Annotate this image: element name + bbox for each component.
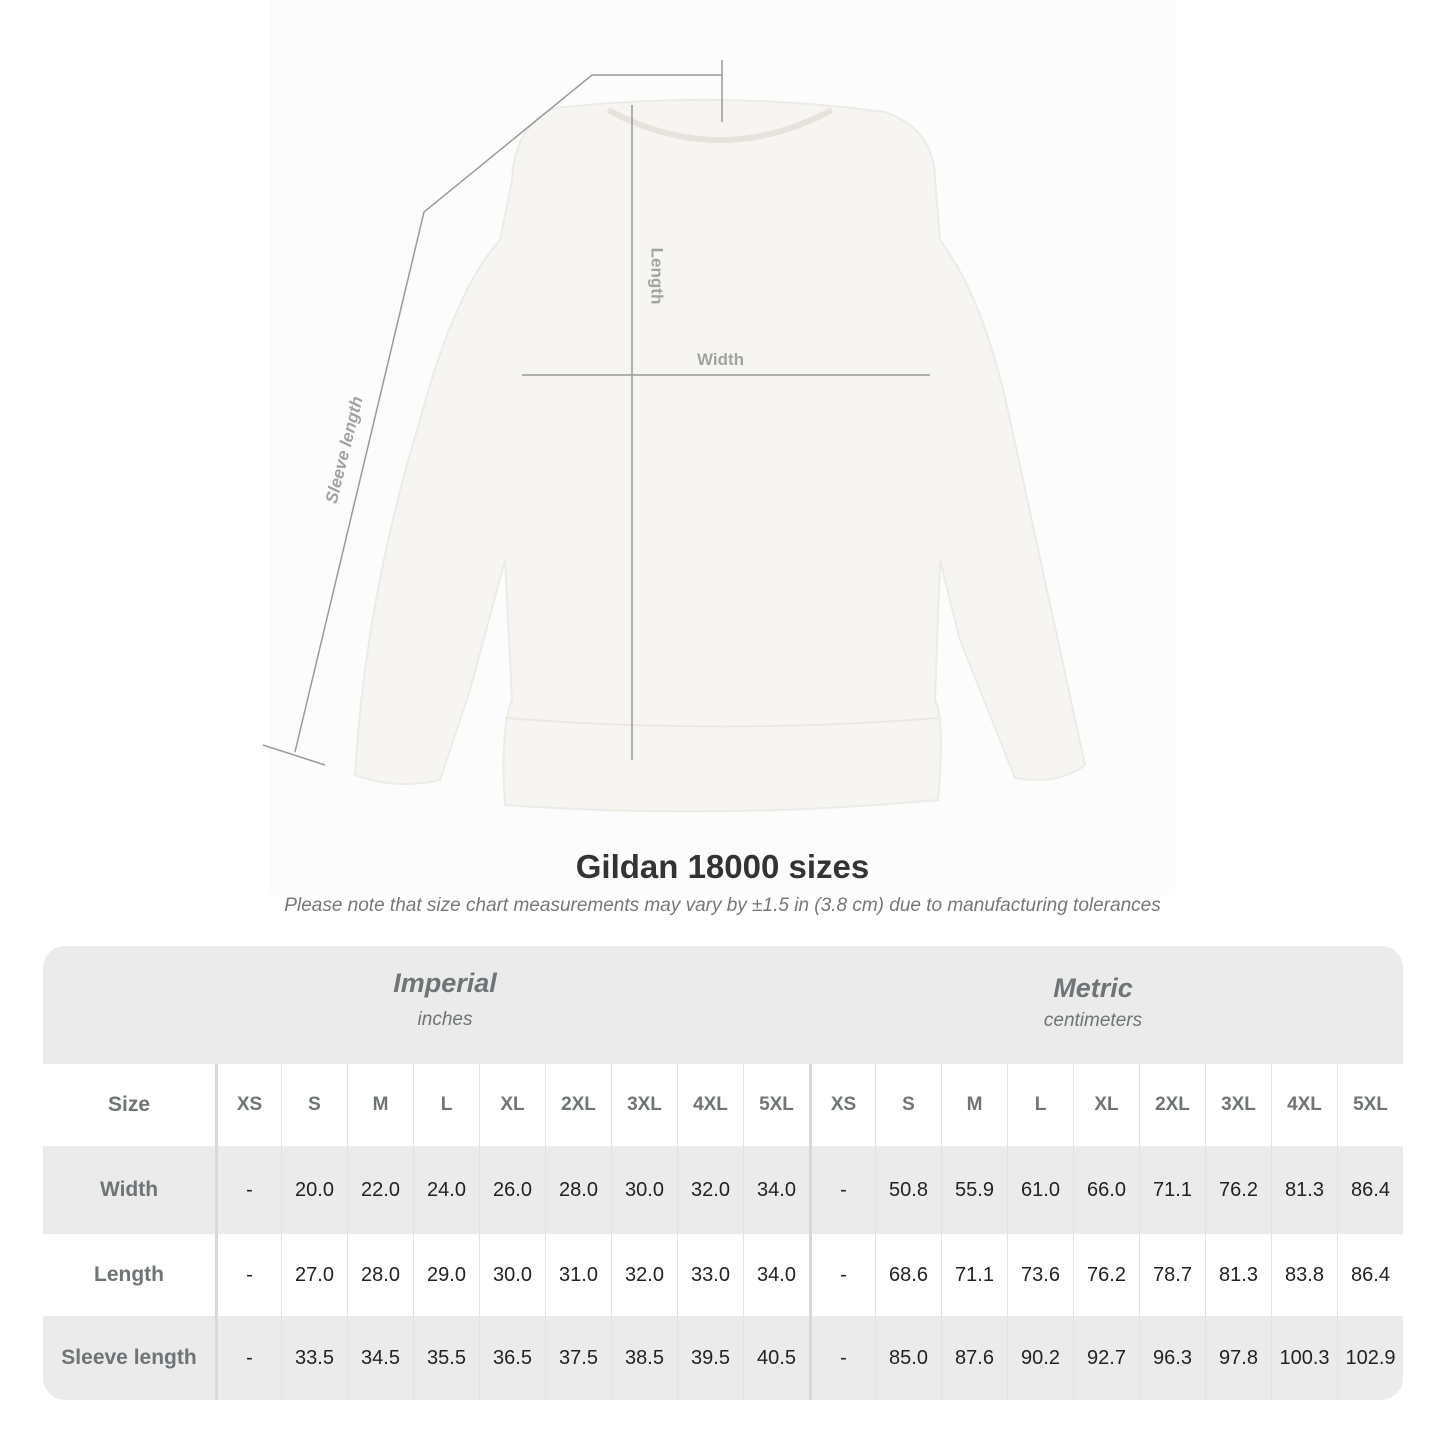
metric-value-5XL: 86.4 <box>1337 1146 1403 1234</box>
metric-value-XL: 92.7 <box>1073 1316 1139 1400</box>
metric-value-XS: - <box>809 1146 875 1234</box>
metric-value-XS: - <box>809 1316 875 1400</box>
metric-value-2XL: 71.1 <box>1139 1146 1205 1234</box>
imperial-value-4XL: 39.5 <box>677 1316 743 1400</box>
imperial-value-5XL: 40.5 <box>743 1316 809 1400</box>
metric-value-XL: 66.0 <box>1073 1146 1139 1234</box>
imperial-value-M: 22.0 <box>347 1146 413 1234</box>
size-imperial-2XL: 2XL <box>545 1064 611 1146</box>
size-metric-5XL: 5XL <box>1337 1064 1403 1146</box>
size-imperial-S: S <box>281 1064 347 1146</box>
metric-unit: centimeters <box>1043 1010 1143 1031</box>
size-metric-XS: XS <box>809 1064 875 1146</box>
imperial-value-L: 35.5 <box>413 1316 479 1400</box>
size-imperial-XS: XS <box>215 1064 281 1146</box>
metric-value-4XL: 100.3 <box>1271 1316 1337 1400</box>
imperial-value-M: 28.0 <box>347 1234 413 1316</box>
size-metric-2XL: 2XL <box>1139 1064 1205 1146</box>
table-row-length: Length -27.0 28.0 29.0 30.0 31.0 32.0 33.0 34.0-… <box>43 1234 1403 1316</box>
imperial-value-3XL: 38.5 <box>611 1316 677 1400</box>
imperial-value-XL: 36.5 <box>479 1316 545 1400</box>
sweatshirt-diagram <box>262 60 1087 813</box>
imperial-value-XL: 26.0 <box>479 1146 545 1234</box>
tolerance-note: Please note that size chart measurements… <box>284 895 1161 916</box>
metric-value-M: 71.1 <box>941 1234 1007 1316</box>
size-metric-L: L <box>1007 1064 1073 1146</box>
table-row-width: Width -20.0 22.0 24.0 26.0 28.0 30.0 32.0 34.0-5… <box>43 1146 1403 1234</box>
metric-value-L: 61.0 <box>1007 1146 1073 1234</box>
imperial-value-3XL: 30.0 <box>611 1146 677 1234</box>
size-metric-M: M <box>941 1064 1007 1146</box>
size-imperial-XL: XL <box>479 1064 545 1146</box>
imperial-value-2XL: 28.0 <box>545 1146 611 1234</box>
metric-value-L: 90.2 <box>1007 1316 1073 1400</box>
imperial-value-2XL: 37.5 <box>545 1316 611 1400</box>
row-label: Width <box>99 1178 159 1201</box>
metric-title: Metric <box>1053 973 1133 1003</box>
imperial-value-XS: - <box>215 1234 281 1316</box>
size-metric-4XL: 4XL <box>1271 1064 1337 1146</box>
row-label: Length <box>94 1263 164 1286</box>
metric-value-3XL: 81.3 <box>1205 1234 1271 1316</box>
imperial-value-4XL: 33.0 <box>677 1234 743 1316</box>
imperial-value-XS: - <box>215 1146 281 1234</box>
size-imperial-3XL: 3XL <box>611 1064 677 1146</box>
imperial-value-M: 34.5 <box>347 1316 413 1400</box>
metric-value-2XL: 96.3 <box>1139 1316 1205 1400</box>
metric-value-4XL: 81.3 <box>1271 1146 1337 1234</box>
metric-value-XL: 76.2 <box>1073 1234 1139 1316</box>
metric-value-S: 68.6 <box>875 1234 941 1316</box>
imperial-value-4XL: 32.0 <box>677 1146 743 1234</box>
imperial-value-L: 24.0 <box>413 1146 479 1234</box>
size-metric-3XL: 3XL <box>1205 1064 1271 1146</box>
imperial-value-S: 20.0 <box>281 1146 347 1234</box>
metric-value-M: 55.9 <box>941 1146 1007 1234</box>
width-label: Width <box>697 350 745 369</box>
imperial-value-S: 33.5 <box>281 1316 347 1400</box>
size-header-row: Size XS S M L XL 2XL 3XL 4XL 5XL XS S M L XL 2XL 3XL 4XL 5… <box>43 1064 1403 1146</box>
size-metric-XL: XL <box>1073 1064 1139 1146</box>
page-title: Gildan 18000 sizes <box>575 848 870 885</box>
sweatshirt-illustration <box>353 98 1087 813</box>
metric-value-L: 73.6 <box>1007 1234 1073 1316</box>
metric-value-S: 85.0 <box>875 1316 941 1400</box>
metric-value-4XL: 83.8 <box>1271 1234 1337 1316</box>
imperial-value-L: 29.0 <box>413 1234 479 1316</box>
size-imperial-M: M <box>347 1064 413 1146</box>
imperial-value-2XL: 31.0 <box>545 1234 611 1316</box>
size-metric-S: S <box>875 1064 941 1146</box>
imperial-value-XS: - <box>215 1316 281 1400</box>
length-label: Length <box>647 247 667 305</box>
imperial-value-XL: 30.0 <box>479 1234 545 1316</box>
imperial-value-3XL: 32.0 <box>611 1234 677 1316</box>
size-imperial-5XL: 5XL <box>743 1064 809 1146</box>
metric-value-5XL: 86.4 <box>1337 1234 1403 1316</box>
imperial-value-5XL: 34.0 <box>743 1146 809 1234</box>
size-imperial-4XL: 4XL <box>677 1064 743 1146</box>
imperial-unit: inches <box>417 1009 473 1030</box>
measurement-lines <box>262 60 930 766</box>
metric-header: Metric centimeters <box>868 973 1318 1032</box>
imperial-title: Imperial <box>393 968 497 998</box>
metric-value-5XL: 102.9 <box>1337 1316 1403 1400</box>
size-imperial-L: L <box>413 1064 479 1146</box>
size-table: Imperial inches Metric centimeters Size X… <box>43 946 1403 1400</box>
table-row-sleeve-length: Sleeve length -33.5 34.5 35.5 36.5 37.5 38.5 39… <box>43 1316 1403 1400</box>
size-label: Size <box>107 1093 151 1116</box>
metric-value-3XL: 76.2 <box>1205 1146 1271 1234</box>
metric-value-XS: - <box>809 1234 875 1316</box>
imperial-value-S: 27.0 <box>281 1234 347 1316</box>
metric-value-2XL: 78.7 <box>1139 1234 1205 1316</box>
metric-value-S: 50.8 <box>875 1146 941 1234</box>
metric-value-M: 87.6 <box>941 1316 1007 1400</box>
row-label: Sleeve length <box>61 1346 197 1369</box>
metric-value-3XL: 97.8 <box>1205 1316 1271 1400</box>
imperial-header: Imperial inches <box>215 968 675 1031</box>
imperial-value-5XL: 34.0 <box>743 1234 809 1316</box>
